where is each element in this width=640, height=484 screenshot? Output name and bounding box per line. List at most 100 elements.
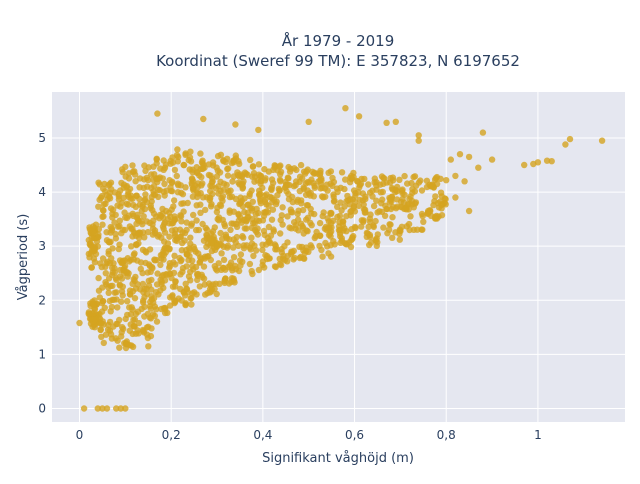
data-point [237, 200, 244, 207]
data-point [342, 176, 349, 183]
data-point [193, 291, 200, 298]
data-point [378, 208, 386, 215]
data-point [252, 211, 259, 218]
data-point [116, 222, 123, 230]
data-point [157, 261, 164, 269]
data-point [135, 230, 142, 237]
data-point [179, 268, 186, 275]
data-point [122, 315, 129, 323]
data-point [169, 154, 176, 161]
data-point [230, 244, 237, 251]
data-point [372, 217, 379, 225]
data-point [367, 239, 375, 246]
data-point [373, 242, 380, 250]
data-point [311, 182, 318, 190]
data-point [131, 295, 139, 302]
chart-title-line2: Koordinat (Sweref 99 TM): E 357823, N 61… [156, 52, 520, 70]
data-point [401, 172, 408, 180]
data-point [139, 229, 147, 236]
data-point [86, 226, 94, 233]
data-point [418, 187, 426, 194]
data-point [155, 193, 162, 201]
data-point [80, 405, 88, 412]
data-point [324, 243, 331, 250]
data-point [237, 194, 244, 201]
data-point [145, 343, 152, 350]
data-point [209, 175, 216, 182]
data-point [411, 173, 419, 180]
data-point [272, 263, 280, 271]
data-point [248, 234, 255, 241]
data-point [222, 231, 229, 238]
data-point [171, 252, 178, 259]
data-point [169, 159, 177, 166]
data-point [131, 316, 138, 323]
data-point [325, 169, 332, 176]
data-point [330, 238, 337, 245]
y-axis-title: Vågperiod (s) [16, 214, 31, 301]
data-point [191, 245, 198, 253]
data-point [197, 209, 204, 216]
data-point [351, 208, 359, 215]
data-point [548, 158, 555, 165]
y-tick-label: 0 [38, 401, 46, 415]
data-point [427, 183, 435, 190]
data-point [222, 266, 229, 273]
data-point [91, 324, 99, 331]
plot-area [52, 92, 625, 422]
data-point [139, 280, 147, 288]
data-point [97, 326, 104, 333]
data-point [125, 170, 133, 177]
data-point [311, 210, 318, 218]
data-point [118, 333, 125, 340]
data-point [311, 169, 318, 176]
data-point [200, 115, 207, 123]
data-point [268, 216, 276, 223]
data-point [184, 199, 191, 207]
data-point [95, 203, 102, 210]
data-point [100, 321, 107, 328]
data-point [216, 280, 223, 287]
data-point [170, 197, 178, 204]
data-point [237, 251, 245, 258]
data-point [193, 164, 200, 171]
data-point [126, 304, 133, 311]
data-point [240, 216, 247, 224]
data-point [127, 291, 134, 298]
data-point [284, 174, 292, 181]
data-point [303, 227, 310, 234]
data-point [160, 157, 167, 164]
data-point [106, 259, 114, 267]
data-point [112, 235, 120, 242]
data-point [316, 171, 324, 179]
data-point [174, 146, 181, 153]
data-point [134, 211, 141, 218]
data-point [198, 182, 205, 189]
data-point [144, 228, 152, 236]
data-point [159, 175, 166, 182]
data-point [388, 196, 395, 203]
data-point [239, 233, 246, 240]
data-point [162, 207, 170, 215]
data-point [218, 241, 225, 249]
data-point [325, 250, 332, 257]
data-point [203, 235, 210, 242]
data-point [222, 275, 229, 282]
data-point [241, 208, 248, 216]
data-point [125, 201, 132, 208]
data-point [219, 197, 226, 204]
data-point [140, 299, 147, 306]
data-point [211, 224, 218, 231]
data-point [235, 158, 242, 165]
data-point [311, 234, 318, 242]
data-point [175, 153, 182, 161]
data-point [255, 126, 262, 134]
data-point [103, 405, 111, 412]
data-point [365, 223, 372, 231]
data-point [392, 205, 400, 212]
data-point [404, 180, 411, 187]
data-point [205, 161, 213, 168]
data-point [169, 178, 176, 185]
data-point [412, 199, 420, 206]
data-point [192, 263, 200, 271]
